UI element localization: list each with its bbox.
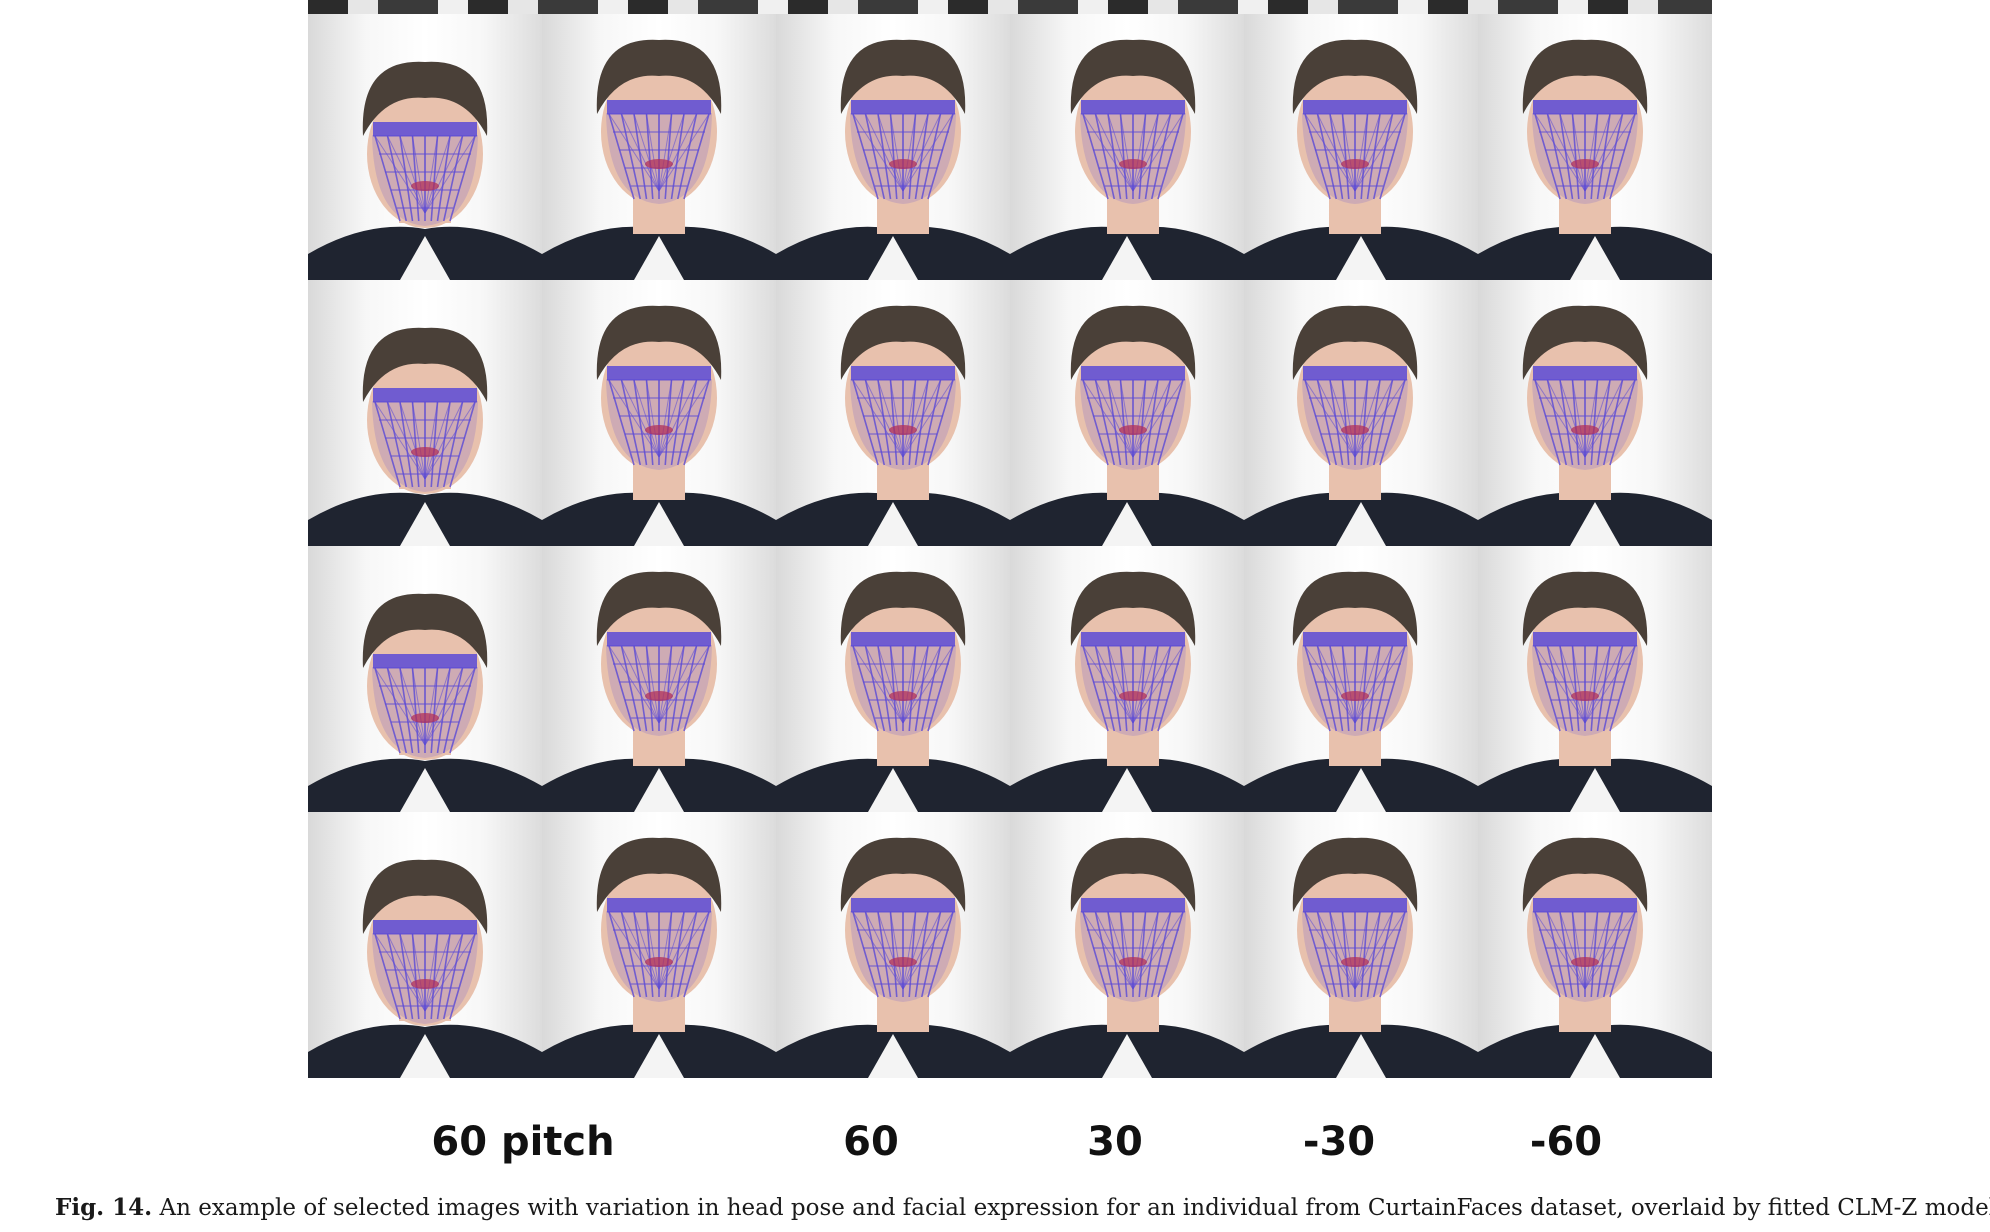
figure-label: Fig. 14. <box>55 1194 153 1221</box>
face-photo-grid <box>308 14 1712 1078</box>
face-thumbnail <box>1010 280 1244 546</box>
face-thumbnail <box>308 14 542 280</box>
face-thumbnail <box>542 14 776 280</box>
face-thumbnail <box>1244 812 1478 1078</box>
face-thumbnail <box>1010 546 1244 812</box>
face-thumbnail <box>1478 812 1712 1078</box>
face-thumbnail <box>1244 14 1478 280</box>
face-thumbnail <box>308 812 542 1078</box>
pose-label-neg-60: -60 <box>1529 1119 1603 1165</box>
pose-label-60: 60 <box>843 1119 899 1165</box>
pose-labels: 60 pitch 60 30 -30 -60 <box>0 1112 1990 1172</box>
cropped-top-strip <box>308 0 1712 14</box>
pose-label-neg-30: -30 <box>1302 1119 1376 1165</box>
pose-label-30: 30 <box>1087 1119 1143 1165</box>
figure-caption: Fig. 14. An example of selected images w… <box>55 1192 1990 1224</box>
face-thumbnail <box>542 546 776 812</box>
face-thumbnail <box>776 14 1010 280</box>
face-thumbnail <box>1244 546 1478 812</box>
face-thumbnail <box>1478 14 1712 280</box>
face-thumbnail <box>776 546 1010 812</box>
face-thumbnail <box>1478 280 1712 546</box>
face-thumbnail <box>1244 280 1478 546</box>
face-thumbnail <box>776 812 1010 1078</box>
pose-label-60-pitch: 60 pitch <box>431 1119 615 1165</box>
face-thumbnail <box>308 546 542 812</box>
face-thumbnail <box>1010 812 1244 1078</box>
face-thumbnail <box>542 280 776 546</box>
face-thumbnail <box>542 812 776 1078</box>
face-thumbnail <box>1478 546 1712 812</box>
caption-text: An example of selected images with varia… <box>152 1195 1990 1221</box>
face-thumbnail <box>1010 14 1244 280</box>
face-thumbnail <box>308 280 542 546</box>
figure-image <box>308 0 1712 1078</box>
face-thumbnail <box>776 280 1010 546</box>
